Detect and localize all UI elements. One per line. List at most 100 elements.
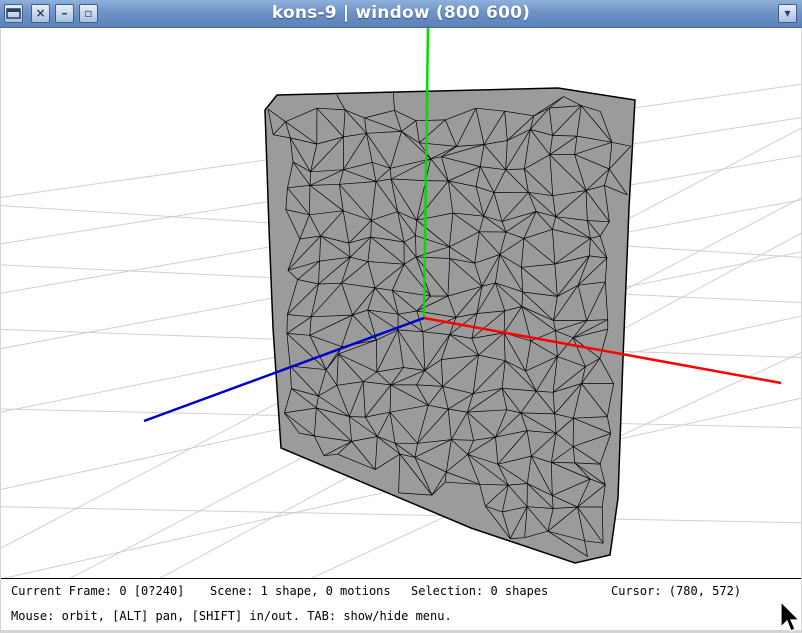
mesh-edge xyxy=(415,220,418,236)
mesh-edge xyxy=(311,314,353,318)
mesh-edge xyxy=(401,131,420,144)
mesh-edge xyxy=(424,334,450,371)
mesh-edge xyxy=(555,330,558,357)
mesh-edge xyxy=(471,338,479,356)
mesh-edge xyxy=(474,263,483,287)
mesh-edge xyxy=(447,258,451,297)
mesh-edge xyxy=(447,180,454,214)
mesh-edge xyxy=(450,411,468,440)
3d-viewport[interactable] xyxy=(1,28,801,578)
mesh-edge xyxy=(552,105,582,136)
mesh-edge xyxy=(285,187,288,210)
mesh-edge xyxy=(456,144,485,147)
mesh-edge xyxy=(599,329,609,359)
mesh-edge xyxy=(526,430,532,457)
mesh-edge xyxy=(374,287,399,315)
mesh-edge xyxy=(608,142,613,170)
mesh-edge xyxy=(577,257,608,286)
mesh-edge xyxy=(289,137,311,172)
mesh-edge xyxy=(493,192,503,222)
mesh-edge xyxy=(341,257,351,284)
mesh-edge xyxy=(416,180,449,221)
mesh-edge xyxy=(366,131,402,134)
mesh-edge xyxy=(415,119,446,122)
mesh-edge xyxy=(430,158,449,182)
mesh-edge xyxy=(403,367,425,371)
mesh-edge xyxy=(394,442,416,458)
mesh-edge xyxy=(581,105,601,112)
title-bar[interactable]: × – ▫ kons-9 | window (800 600) ▾ xyxy=(0,0,802,28)
mesh-edge xyxy=(505,211,537,233)
mesh-edge xyxy=(390,158,431,180)
mesh-shape[interactable] xyxy=(264,87,636,564)
mesh-edge xyxy=(552,383,582,393)
mesh-edge xyxy=(350,256,368,262)
mesh-edge xyxy=(552,366,586,393)
help-text: Mouse: orbit, [ALT] pan, [SHIFT] in/out.… xyxy=(11,609,452,623)
mesh-edge xyxy=(554,238,591,265)
mesh-edge xyxy=(601,484,606,508)
mesh-edge xyxy=(525,356,558,372)
mesh-edge xyxy=(415,235,417,257)
mesh-edge xyxy=(471,332,505,339)
window-menu-icon[interactable] xyxy=(4,4,23,23)
mesh-edge xyxy=(414,443,418,458)
mesh-edge xyxy=(348,236,371,244)
mesh-edge xyxy=(367,309,399,315)
mesh-edge xyxy=(520,390,537,414)
mesh-edge xyxy=(586,281,606,321)
mesh-edge xyxy=(524,168,529,193)
mesh-edge xyxy=(504,110,534,117)
mesh-edge xyxy=(521,267,524,293)
maximize-icon[interactable]: ▫ xyxy=(79,4,98,23)
mesh-edge xyxy=(289,366,292,389)
mesh-edge xyxy=(552,229,591,239)
mesh-edge xyxy=(452,212,484,217)
mesh-edge xyxy=(527,506,554,509)
scene-canvas[interactable] xyxy=(1,28,801,578)
mesh-edge xyxy=(599,464,606,485)
mesh-edge xyxy=(497,464,509,486)
mesh-edge xyxy=(285,121,318,145)
mesh-edge xyxy=(573,433,611,447)
mesh-edge xyxy=(474,254,500,264)
mesh-edge xyxy=(455,313,477,318)
mesh-edge xyxy=(577,506,585,541)
mesh-edge xyxy=(398,492,433,496)
mesh-edge xyxy=(499,238,525,255)
mesh-edge xyxy=(555,190,587,217)
close-icon[interactable]: × xyxy=(31,4,50,23)
mesh-edge xyxy=(416,370,426,386)
mesh-edge xyxy=(552,190,587,197)
mesh-edge xyxy=(552,195,557,217)
mesh-edge xyxy=(403,235,416,243)
mesh-edge xyxy=(547,530,585,542)
mesh-edge xyxy=(521,238,525,268)
mesh-edge xyxy=(471,310,506,339)
mesh-edge xyxy=(503,310,506,333)
mesh-edge xyxy=(291,388,319,397)
mesh-edge xyxy=(577,484,606,508)
minimize-icon[interactable]: – xyxy=(55,4,74,23)
mesh-edge xyxy=(472,360,506,394)
mesh-edge xyxy=(316,407,352,442)
mesh-edge xyxy=(390,367,404,386)
mesh-edge xyxy=(339,181,376,185)
mesh-edge xyxy=(501,388,522,414)
mesh-edge xyxy=(478,216,485,232)
mesh-edge xyxy=(509,506,528,539)
mesh-edge xyxy=(521,263,555,268)
mesh-edge xyxy=(497,455,532,465)
mesh-edge xyxy=(526,456,532,484)
mesh-edge xyxy=(390,168,392,180)
mesh-edge xyxy=(316,107,346,111)
mesh-edge xyxy=(483,215,503,222)
mesh-edge xyxy=(521,306,532,341)
mesh-edge xyxy=(599,358,614,384)
mesh-edge xyxy=(530,129,551,155)
mesh-edge xyxy=(427,386,444,406)
shade-icon[interactable]: ▾ xyxy=(778,4,797,23)
mesh-edge xyxy=(527,483,553,496)
mesh-edge xyxy=(389,404,429,413)
window-title: kons-9 | window (800 600) xyxy=(271,3,531,23)
